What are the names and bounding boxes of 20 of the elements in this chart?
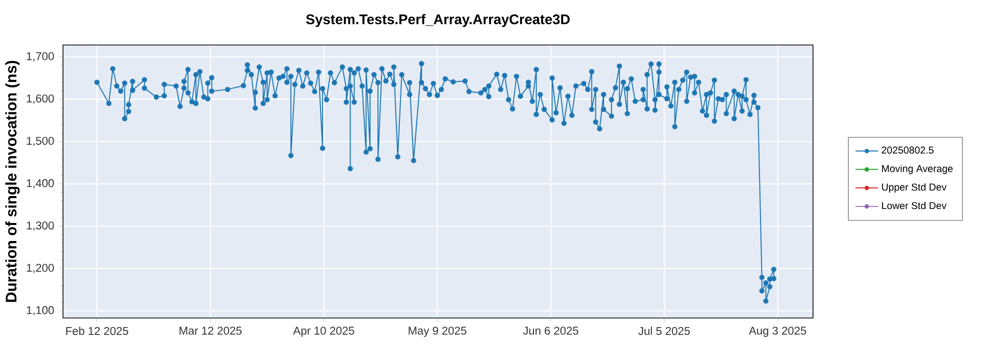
chart-title: System.Tests.Perf_Array.ArrayCreate3D — [306, 14, 570, 28]
x-tick-label: Jul 5 2025 — [638, 326, 690, 335]
legend-label: Lower Std Dev — [882, 202, 947, 210]
y-tick-label: 1,300 — [26, 221, 54, 231]
x-tick-label: Feb 12 2025 — [66, 326, 128, 335]
x-tick-label: Apr 10 2025 — [293, 326, 354, 337]
y-tick-label: 1,400 — [26, 179, 54, 188]
x-tick-label: Mar 12 2025 — [180, 326, 242, 335]
y-tick-label: 1,200 — [26, 264, 54, 274]
x-tick-label: Jun 6 2025 — [523, 326, 578, 335]
legend-label: Moving Average — [882, 164, 953, 174]
legend-label: Upper Std Dev — [882, 183, 947, 193]
y-tick-label: 1,700 — [26, 52, 54, 62]
legend-label: 20250802.5 — [882, 146, 934, 154]
x-tick-label: Aug 3 2025 — [748, 326, 806, 337]
y-tick-label: 1,100 — [26, 306, 54, 316]
y-axis-title: Duration of single invocation (ns) — [5, 60, 20, 302]
x-tick-label: May 9 2025 — [408, 326, 466, 337]
y-tick-label: 1,600 — [26, 94, 54, 104]
y-tick-label: 1,500 — [26, 136, 54, 146]
